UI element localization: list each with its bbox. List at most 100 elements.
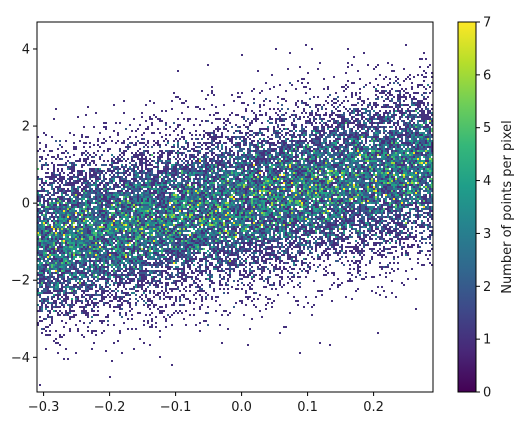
density-cell <box>281 168 283 170</box>
density-cell <box>135 166 137 168</box>
density-cell <box>57 260 59 262</box>
density-cell <box>223 228 225 230</box>
density-cell <box>179 276 181 278</box>
density-cell <box>379 204 381 206</box>
density-cell <box>67 214 69 216</box>
density-cell <box>203 190 205 192</box>
density-cell <box>387 172 389 174</box>
density-cell <box>97 266 99 268</box>
density-cell <box>261 90 263 92</box>
density-cell <box>135 228 137 230</box>
density-cell <box>205 272 207 274</box>
density-cell <box>309 190 311 192</box>
density-cell <box>307 240 309 242</box>
density-cell <box>221 228 223 230</box>
density-cell <box>161 230 163 232</box>
density-cell <box>383 186 385 188</box>
density-cell <box>81 194 83 196</box>
density-cell <box>271 170 273 172</box>
density-cell <box>147 196 149 198</box>
density-cell <box>319 190 321 192</box>
density-cell <box>49 254 51 256</box>
density-cell <box>237 284 239 286</box>
density-cell <box>311 212 313 214</box>
density-cell <box>343 188 345 190</box>
density-cell <box>125 242 127 244</box>
density-cell <box>235 232 237 234</box>
density-cell <box>365 166 367 168</box>
density-cell <box>419 240 421 242</box>
density-cell <box>349 264 351 266</box>
density-cell <box>415 110 417 112</box>
density-cell <box>45 218 47 220</box>
density-cell <box>57 288 59 290</box>
density-cell <box>283 214 285 216</box>
density-cell <box>419 114 421 116</box>
density-cell <box>275 288 277 290</box>
density-cell <box>301 196 303 198</box>
density-cell <box>219 170 221 172</box>
density-cell <box>395 110 397 112</box>
density-cell <box>39 270 41 272</box>
density-cell <box>95 180 97 182</box>
density-cell <box>193 264 195 266</box>
density-cell <box>169 228 171 230</box>
density-cell <box>137 232 139 234</box>
density-cell <box>307 248 309 250</box>
density-cell <box>73 206 75 208</box>
density-cell <box>389 116 391 118</box>
density-cell <box>199 168 201 170</box>
density-cell <box>143 252 145 254</box>
density-cell <box>369 128 371 130</box>
density-cell <box>403 166 405 168</box>
density-cell <box>191 186 193 188</box>
density-cell <box>349 138 351 140</box>
density-cell <box>51 178 53 180</box>
density-cell <box>397 176 399 178</box>
density-cell <box>187 242 189 244</box>
density-cell <box>427 96 429 98</box>
density-cell <box>315 198 317 200</box>
density-cell <box>329 244 331 246</box>
density-cell <box>371 150 373 152</box>
density-cell <box>429 224 431 226</box>
density-cell <box>245 158 247 160</box>
density-cell <box>99 206 101 208</box>
density-cell <box>157 234 159 236</box>
density-cell <box>201 242 203 244</box>
density-cell <box>321 202 323 204</box>
density-cell <box>281 220 283 222</box>
density-cell <box>281 130 283 132</box>
density-cell <box>221 188 223 190</box>
density-cell <box>107 248 109 250</box>
density-cell <box>409 214 411 216</box>
density-cell <box>157 228 159 230</box>
density-cell <box>159 222 161 224</box>
density-cell <box>61 208 63 210</box>
density-cell <box>397 142 399 144</box>
density-cell <box>313 168 315 170</box>
density-cell <box>423 264 425 266</box>
density-cell <box>407 138 409 140</box>
density-cell <box>167 260 169 262</box>
density-cell <box>161 254 163 256</box>
density-cell <box>121 280 123 282</box>
density-cell <box>91 282 93 284</box>
density-cell <box>275 178 277 180</box>
density-cell <box>217 262 219 264</box>
density-cell <box>117 276 119 278</box>
density-cell <box>325 162 327 164</box>
density-cell <box>179 216 181 218</box>
density-cell <box>363 196 365 198</box>
density-cell <box>311 192 313 194</box>
density-cell <box>343 234 345 236</box>
density-cell <box>375 150 377 152</box>
density-cell <box>103 256 105 258</box>
density-cell <box>351 182 353 184</box>
density-cell <box>245 170 247 172</box>
density-cell <box>225 230 227 232</box>
density-cell <box>159 244 161 246</box>
density-cell <box>407 150 409 152</box>
density-cell <box>343 160 345 162</box>
density-cell <box>77 218 79 220</box>
